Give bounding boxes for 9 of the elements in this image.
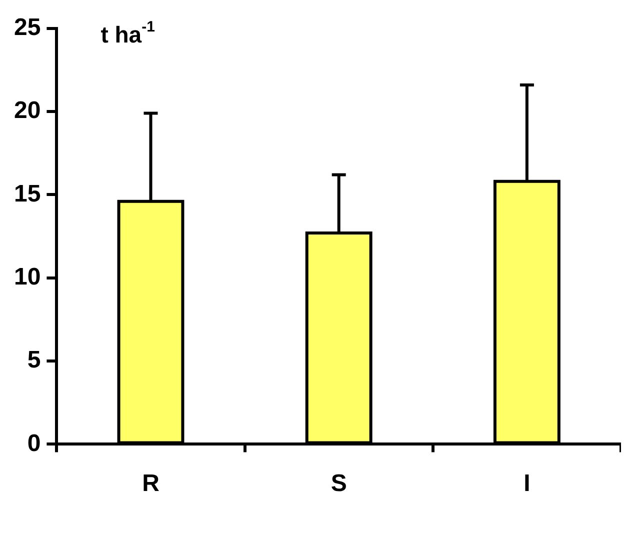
y-tick-label: 15 [14,180,41,208]
y-tick-label: 5 [27,346,41,374]
x-tick-label: I [524,470,530,498]
y-tick-label: 25 [14,14,41,42]
x-tick-label: R [142,470,160,498]
x-tick-label: S [330,470,347,498]
y-tick-label: 10 [14,264,41,291]
y-tick-label: 0 [27,430,41,457]
y-tick-label: 20 [14,97,41,124]
